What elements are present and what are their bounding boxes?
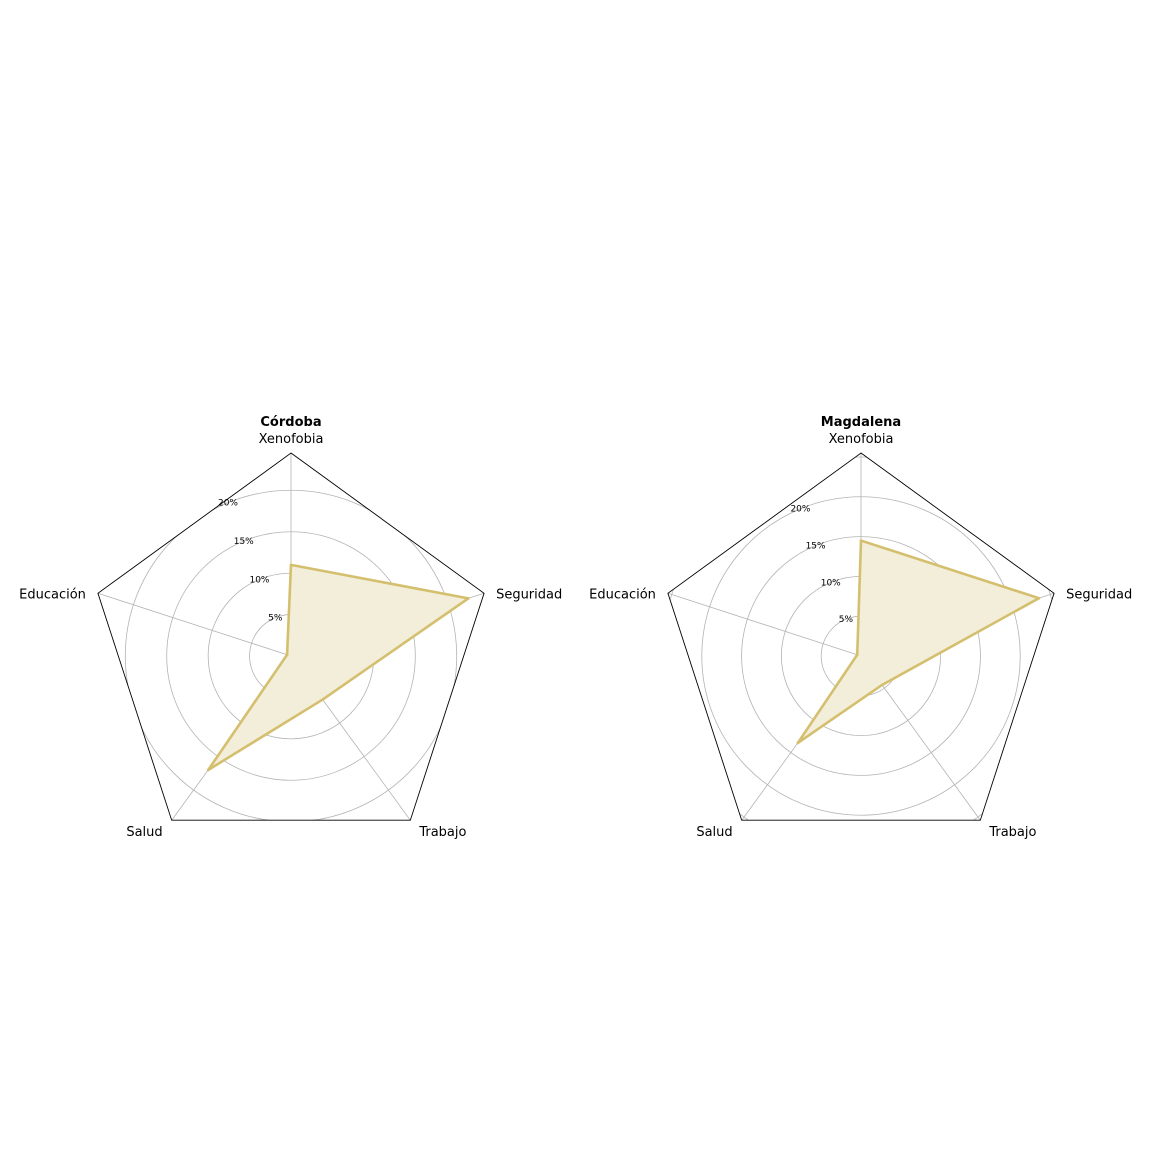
- data-point-xenofobia: [289, 563, 293, 567]
- chart-title: Córdoba: [260, 415, 321, 430]
- tick-label: 15%: [234, 537, 254, 547]
- tick-label: 5%: [839, 615, 854, 625]
- tick-label: 20%: [218, 499, 238, 509]
- axis-label-xenofobia: Xenofobia: [259, 432, 324, 447]
- series-polygon: [796, 539, 1041, 745]
- tick-label: 15%: [806, 542, 826, 552]
- radar-frame: [97, 452, 485, 821]
- chart-title: Magdalena: [821, 415, 901, 430]
- axis-label-educacion: Educación: [19, 587, 86, 602]
- radar-chart-magdalena: 5% 10% 15% 20% Xenofobia Seguridad Trabajo Salu…: [589, 415, 1132, 840]
- data-point-seguridad: [467, 597, 470, 600]
- data-point-seguridad: [1037, 596, 1041, 600]
- axis-label-xenofobia: Xenofobia: [829, 432, 894, 447]
- data-point-educación: [285, 653, 289, 657]
- axis-label-salud: Salud: [126, 825, 162, 840]
- tick-label: 10%: [821, 578, 841, 588]
- series-polygon: [206, 563, 470, 772]
- axis-label-seguridad: Seguridad: [1066, 587, 1132, 602]
- data-point-educación: [855, 653, 859, 657]
- axis-label-seguridad: Seguridad: [496, 587, 562, 602]
- axis-label-educacion: Educación: [589, 587, 656, 602]
- tick-label: 20%: [790, 505, 810, 515]
- data-point-trabajo: [321, 698, 324, 701]
- radar-chart-cordoba: 5% 10% 15% 20% Xenofobia Seguridad Trabajo Salu…: [19, 415, 562, 840]
- tick-label: 5%: [268, 614, 283, 624]
- axis-label-trabajo: Trabajo: [988, 825, 1036, 840]
- data-point-trabajo: [880, 683, 884, 687]
- spoke-educación: [97, 592, 292, 657]
- axis-label-trabajo: Trabajo: [418, 825, 466, 840]
- spoke-educación: [667, 592, 862, 657]
- data-point-xenofobia: [859, 539, 863, 542]
- tick-label: 10%: [249, 575, 269, 585]
- radar-frame: [667, 452, 1055, 821]
- data-point-salud: [206, 768, 210, 772]
- axis-label-salud: Salud: [696, 825, 732, 840]
- data-point-salud: [796, 741, 800, 745]
